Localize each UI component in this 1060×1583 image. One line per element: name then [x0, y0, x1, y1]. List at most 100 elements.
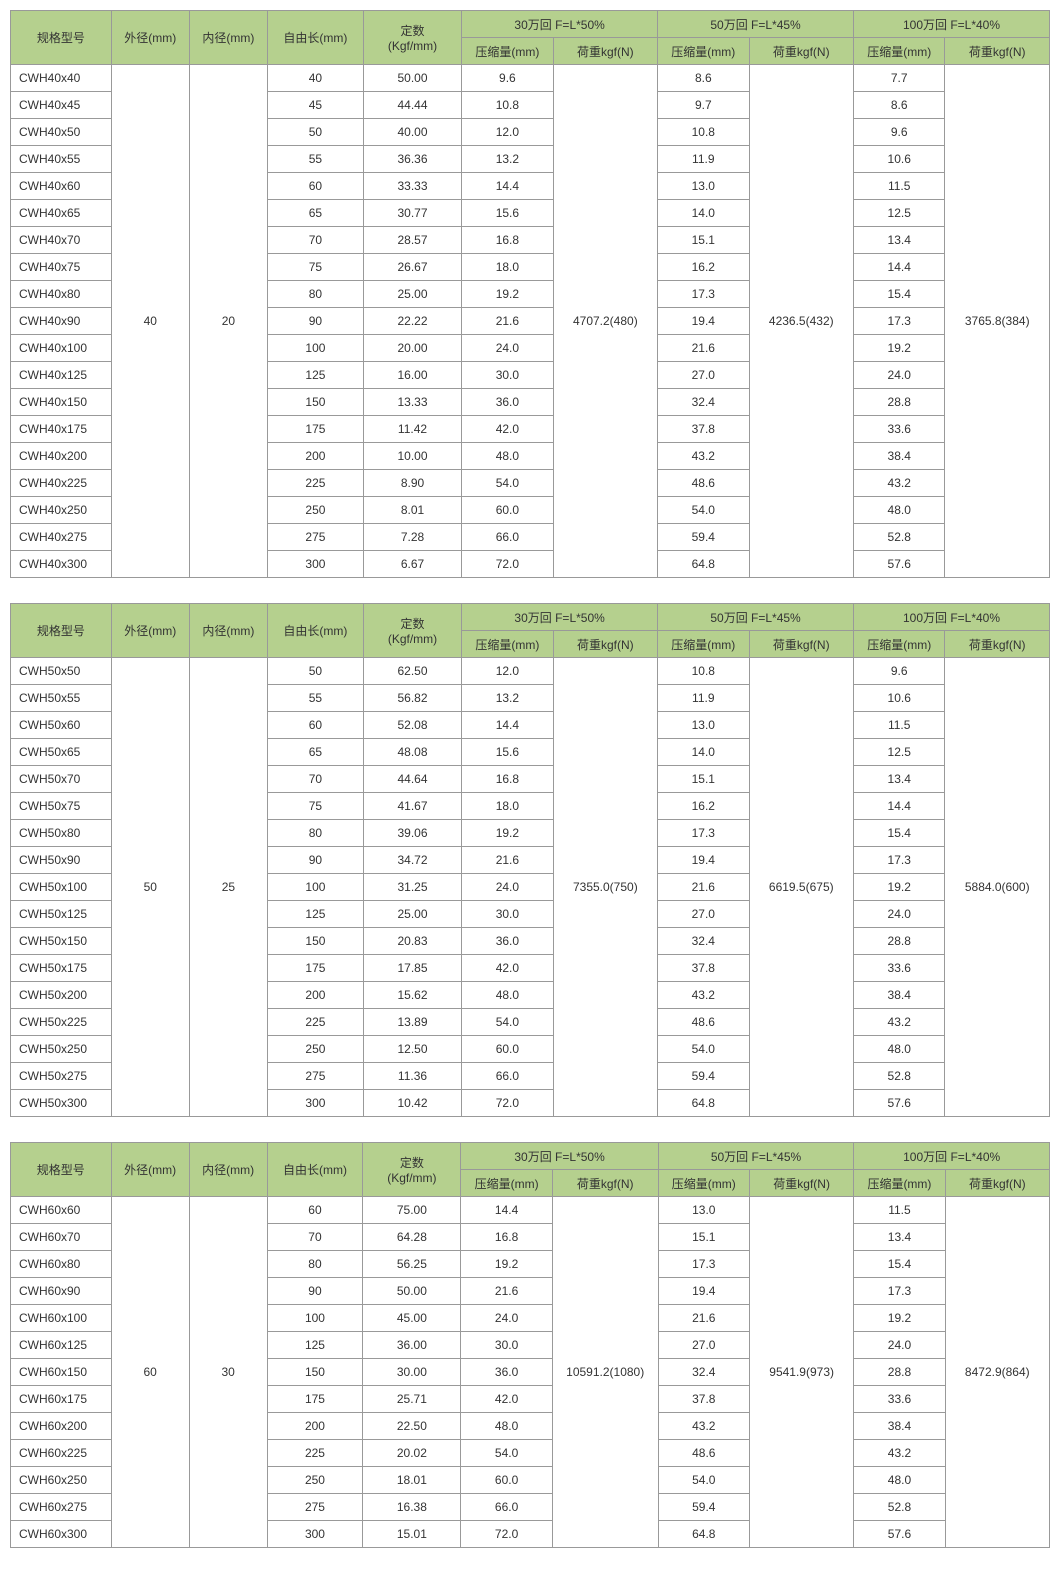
cell-free-len: 90 [268, 308, 364, 335]
cell-compression-100: 11.5 [854, 1197, 945, 1224]
cell-model: CWH40x55 [11, 146, 112, 173]
cell-load-50: 4236.5(432) [749, 65, 854, 578]
cell-compression-100: 24.0 [854, 901, 945, 928]
cell-rate: 8.01 [363, 497, 461, 524]
cell-compression-100: 48.0 [854, 1036, 945, 1063]
header-compression-30: 压缩量(mm) [461, 1170, 552, 1197]
cell-rate: 15.62 [363, 982, 461, 1009]
cell-model: CWH40x100 [11, 335, 112, 362]
header-load-30: 荷重kgf(N) [552, 1170, 658, 1197]
cell-free-len: 225 [268, 470, 364, 497]
header-load-100: 荷重kgf(N) [945, 38, 1050, 65]
cell-free-len: 225 [267, 1440, 363, 1467]
cell-rate: 56.25 [363, 1251, 461, 1278]
cell-rate: 36.00 [363, 1332, 461, 1359]
cell-free-len: 65 [268, 200, 364, 227]
cell-free-len: 150 [268, 389, 364, 416]
cell-model: CWH50x300 [11, 1090, 112, 1117]
cell-rate: 8.90 [363, 470, 461, 497]
cell-compression-100: 38.4 [854, 1413, 945, 1440]
cell-compression-30: 48.0 [462, 982, 553, 1009]
cell-rate: 50.00 [363, 1278, 461, 1305]
cell-compression-100: 38.4 [854, 982, 945, 1009]
header-load-100: 荷重kgf(N) [945, 631, 1050, 658]
cell-free-len: 275 [267, 1494, 363, 1521]
cell-inner-dia: 20 [189, 65, 267, 578]
cell-free-len: 45 [268, 92, 364, 119]
cell-free-len: 70 [268, 227, 364, 254]
cell-compression-50: 15.1 [658, 1224, 749, 1251]
cell-compression-100: 11.5 [854, 712, 945, 739]
cell-model: CWH60x275 [11, 1494, 112, 1521]
cell-compression-30: 54.0 [461, 1440, 552, 1467]
cell-compression-50: 59.4 [658, 524, 749, 551]
cell-free-len: 150 [267, 1359, 363, 1386]
cell-compression-30: 14.4 [461, 1197, 552, 1224]
cell-compression-50: 21.6 [658, 874, 749, 901]
cell-model: CWH50x50 [11, 658, 112, 685]
cell-model: CWH40x200 [11, 443, 112, 470]
header-group-50: 50万回 F=L*45% [658, 604, 854, 631]
header-load-50: 荷重kgf(N) [749, 38, 854, 65]
header-rate: 定数(Kgf/mm) [363, 604, 461, 658]
cell-model: CWH40x275 [11, 524, 112, 551]
cell-compression-50: 16.2 [658, 254, 749, 281]
cell-rate: 30.77 [363, 200, 461, 227]
cell-rate: 7.28 [363, 524, 461, 551]
cell-compression-30: 48.0 [462, 443, 553, 470]
cell-model: CWH40x90 [11, 308, 112, 335]
cell-free-len: 100 [267, 1305, 363, 1332]
cell-rate: 30.00 [363, 1359, 461, 1386]
cell-rate: 75.00 [363, 1197, 461, 1224]
cell-compression-30: 36.0 [462, 928, 553, 955]
cell-model: CWH40x80 [11, 281, 112, 308]
cell-compression-30: 24.0 [462, 335, 553, 362]
cell-load-100: 3765.8(384) [945, 65, 1050, 578]
cell-rate: 44.64 [363, 766, 461, 793]
cell-compression-100: 28.8 [854, 928, 945, 955]
cell-rate: 62.50 [363, 658, 461, 685]
cell-compression-100: 28.8 [854, 1359, 945, 1386]
cell-compression-30: 21.6 [462, 308, 553, 335]
cell-compression-30: 13.2 [462, 685, 553, 712]
cell-load-30: 7355.0(750) [553, 658, 658, 1117]
cell-compression-100: 57.6 [854, 551, 945, 578]
cell-compression-100: 57.6 [854, 1521, 945, 1548]
cell-model: CWH40x250 [11, 497, 112, 524]
cell-load-50: 6619.5(675) [749, 658, 854, 1117]
cell-free-len: 225 [268, 1009, 364, 1036]
cell-load-30: 10591.2(1080) [552, 1197, 658, 1548]
header-compression-100: 压缩量(mm) [854, 631, 945, 658]
cell-free-len: 125 [267, 1332, 363, 1359]
cell-model: CWH50x55 [11, 685, 112, 712]
cell-compression-100: 43.2 [854, 1009, 945, 1036]
cell-free-len: 125 [268, 362, 364, 389]
header-inner-dia: 内径(mm) [189, 11, 267, 65]
cell-free-len: 55 [268, 685, 364, 712]
header-load-30: 荷重kgf(N) [553, 38, 658, 65]
cell-free-len: 55 [268, 146, 364, 173]
cell-compression-30: 54.0 [462, 470, 553, 497]
header-compression-30: 压缩量(mm) [462, 631, 553, 658]
cell-compression-50: 11.9 [658, 685, 749, 712]
cell-model: CWH60x60 [11, 1197, 112, 1224]
cell-compression-100: 9.6 [854, 119, 945, 146]
cell-free-len: 300 [268, 551, 364, 578]
cell-model: CWH50x275 [11, 1063, 112, 1090]
cell-rate: 22.50 [363, 1413, 461, 1440]
cell-compression-30: 60.0 [462, 497, 553, 524]
cell-model: CWH50x75 [11, 793, 112, 820]
cell-compression-50: 37.8 [658, 955, 749, 982]
cell-compression-50: 37.8 [658, 416, 749, 443]
cell-compression-100: 28.8 [854, 389, 945, 416]
header-group-30: 30万回 F=L*50% [462, 11, 658, 38]
cell-model: CWH40x65 [11, 200, 112, 227]
cell-compression-50: 64.8 [658, 551, 749, 578]
cell-compression-100: 7.7 [854, 65, 945, 92]
cell-rate: 31.25 [363, 874, 461, 901]
cell-model: CWH60x300 [11, 1521, 112, 1548]
cell-compression-50: 43.2 [658, 982, 749, 1009]
cell-compression-30: 36.0 [461, 1359, 552, 1386]
cell-rate: 48.08 [363, 739, 461, 766]
cell-rate: 40.00 [363, 119, 461, 146]
